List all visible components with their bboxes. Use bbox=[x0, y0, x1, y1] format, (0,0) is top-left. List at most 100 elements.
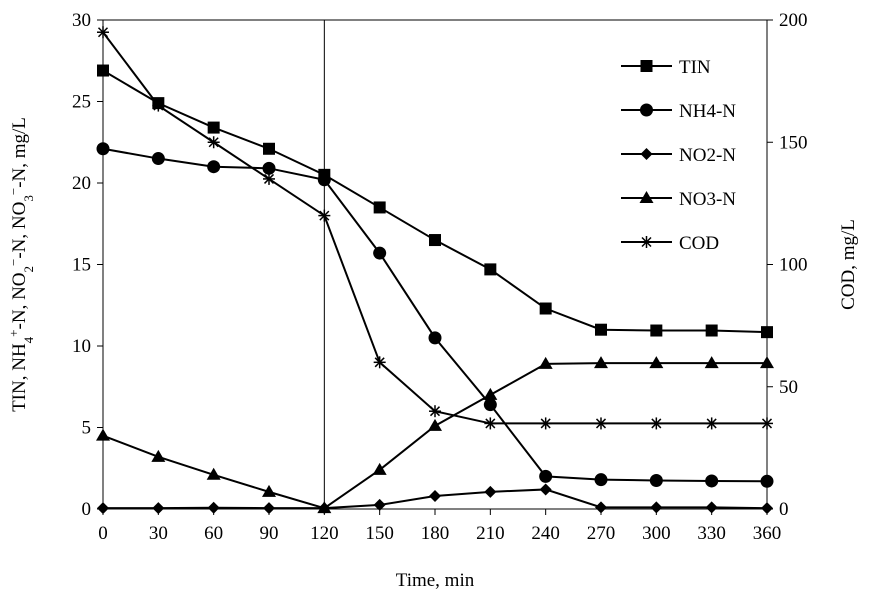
x-axis-title: Time, min bbox=[396, 570, 475, 591]
data-point-no2-n bbox=[595, 501, 607, 514]
y-axis-title-right: COD, mg/L bbox=[838, 219, 859, 310]
data-point-nh4-n bbox=[96, 142, 110, 156]
data-point-nh4-n bbox=[207, 160, 221, 174]
data-point-tin bbox=[595, 323, 607, 336]
data-point-cod bbox=[152, 99, 165, 112]
x-tick-label: 210 bbox=[476, 523, 505, 544]
left-axis-ticks: 0 5 10 15 20 25 30 bbox=[72, 10, 103, 520]
data-point-no2-n bbox=[207, 501, 220, 514]
legend-marker-nh4-n bbox=[640, 103, 653, 117]
left-tick-label: 5 bbox=[82, 418, 92, 439]
right-tick-label: 0 bbox=[779, 499, 789, 520]
data-point-tin bbox=[484, 263, 497, 276]
left-tick-label: 10 bbox=[72, 336, 91, 357]
data-point-no2-n bbox=[761, 502, 773, 515]
data-point-tin bbox=[650, 324, 663, 337]
data-point-nh4-n bbox=[151, 152, 165, 166]
data-point-nh4-n bbox=[594, 473, 608, 487]
data-point-no3-n bbox=[317, 501, 332, 514]
data-point-no2-n bbox=[97, 502, 109, 515]
data-point-no3-n bbox=[649, 356, 664, 369]
legend-item-cod: COD bbox=[621, 233, 719, 254]
x-tick-label: 270 bbox=[587, 523, 616, 544]
legend-item-tin: TIN bbox=[621, 57, 711, 78]
data-point-nh4-n bbox=[373, 246, 387, 260]
data-point-tin bbox=[373, 201, 386, 214]
data-point-cod bbox=[429, 405, 441, 418]
data-point-tin bbox=[705, 324, 718, 337]
data-point-tin bbox=[207, 121, 220, 134]
series-line-cod bbox=[102, 31, 767, 425]
right-tick-label: 50 bbox=[779, 377, 798, 398]
data-point-no3-n bbox=[483, 387, 498, 400]
x-tick-label: 120 bbox=[310, 523, 339, 544]
data-point-no3-n bbox=[206, 467, 221, 480]
data-point-nh4-n bbox=[539, 469, 553, 483]
data-point-no3-n bbox=[538, 356, 553, 369]
legend-marker-cod bbox=[640, 236, 653, 248]
legend-marker-no3-n bbox=[639, 191, 654, 203]
x-tick-label: 180 bbox=[421, 523, 450, 544]
legend: TIN NH4-N NO2-N NO3-N COD bbox=[621, 57, 736, 254]
data-point-tin bbox=[97, 64, 109, 77]
data-point-tin bbox=[263, 142, 275, 155]
data-point-cod bbox=[484, 417, 497, 430]
x-tick-label: 300 bbox=[642, 523, 671, 544]
x-tick-label: 30 bbox=[149, 523, 168, 544]
data-point-no2-n bbox=[484, 485, 497, 498]
data-point-no3-n bbox=[96, 428, 110, 441]
left-tick-label: 25 bbox=[72, 92, 91, 113]
data-point-no2-n bbox=[705, 501, 718, 514]
data-point-no2-n bbox=[152, 502, 165, 515]
left-tick-label: 20 bbox=[72, 173, 91, 194]
right-tick-label: 200 bbox=[779, 10, 808, 31]
data-point-nh4-n bbox=[428, 331, 442, 345]
data-point-tin bbox=[539, 302, 552, 315]
data-point-no2-n bbox=[263, 502, 275, 515]
legend-label: TIN bbox=[679, 57, 711, 78]
data-point-no3-n bbox=[594, 356, 608, 369]
x-tick-label: 90 bbox=[260, 523, 279, 544]
data-point-nh4-n bbox=[649, 473, 663, 487]
data-point-nh4-n bbox=[483, 398, 497, 412]
data-point-no3-n bbox=[428, 418, 442, 431]
plot-frame bbox=[102, 19, 768, 510]
x-tick-label: 60 bbox=[204, 523, 223, 544]
x-axis-ticks: 0 30 60 90 120 150 180 210 240 270 300 330 360 bbox=[98, 509, 781, 544]
x-tick-label: 150 bbox=[365, 523, 394, 544]
series-layer bbox=[96, 26, 774, 515]
legend-item-no2-n: NO2-N bbox=[621, 145, 736, 166]
data-point-no3-n bbox=[760, 356, 774, 369]
series-tin bbox=[97, 64, 773, 339]
legend-item-nh4-n: NH4-N bbox=[621, 101, 736, 122]
data-point-nh4-n bbox=[317, 173, 331, 187]
data-point-cod bbox=[207, 136, 220, 149]
data-point-no3-n bbox=[372, 462, 387, 475]
data-point-nh4-n bbox=[262, 161, 276, 175]
legend-label: COD bbox=[679, 233, 719, 254]
data-point-cod bbox=[595, 417, 607, 430]
right-axis-ticks: 0 50 100 150 200 bbox=[767, 10, 808, 520]
series-no2-n bbox=[97, 483, 773, 515]
legend-marker-tin bbox=[640, 60, 653, 72]
data-point-cod bbox=[263, 172, 275, 185]
series-nh4-n bbox=[96, 142, 774, 488]
x-tick-label: 240 bbox=[531, 523, 560, 544]
data-point-cod bbox=[705, 417, 718, 430]
legend-label: NH4-N bbox=[679, 101, 736, 122]
data-point-no2-n bbox=[373, 498, 386, 511]
series-no3-n bbox=[96, 356, 774, 514]
y-axis-title-left: TIN, NH4+-N, NO2−-N, NO3−-N, mg/L bbox=[6, 117, 36, 412]
x-tick-label: 0 bbox=[98, 523, 108, 544]
data-point-cod bbox=[97, 26, 109, 39]
x-tick-label: 360 bbox=[753, 523, 782, 544]
right-tick-label: 150 bbox=[779, 132, 808, 153]
data-point-cod bbox=[318, 209, 331, 222]
data-point-tin bbox=[761, 326, 773, 339]
data-point-no3-n bbox=[262, 484, 276, 497]
series-cod bbox=[97, 26, 773, 430]
data-point-nh4-n bbox=[705, 474, 719, 488]
left-tick-label: 30 bbox=[72, 10, 91, 31]
legend-item-no3-n: NO3-N bbox=[621, 189, 736, 210]
